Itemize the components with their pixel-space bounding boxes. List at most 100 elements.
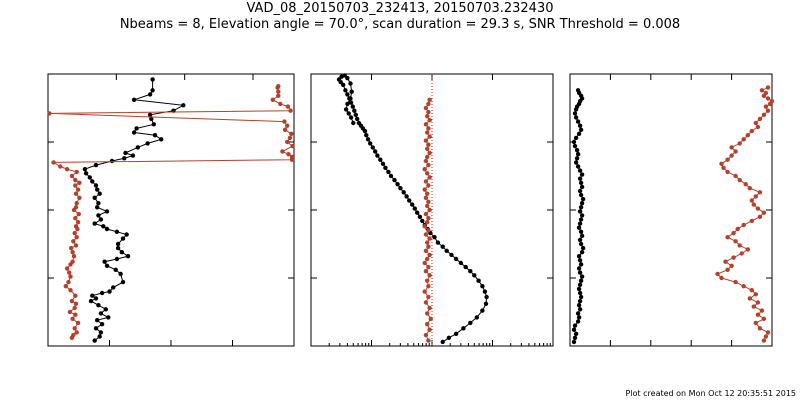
- data-point: [576, 266, 582, 271]
- data-point: [58, 164, 63, 169]
- data-point: [70, 316, 75, 321]
- data-point: [149, 116, 154, 122]
- data-point: [64, 167, 70, 172]
- data-point: [755, 312, 761, 317]
- data-point: [749, 128, 754, 134]
- data-point: [423, 300, 429, 305]
- data-point: [427, 252, 432, 258]
- data-point: [95, 205, 100, 210]
- data-point: [63, 284, 68, 289]
- data-point: [575, 164, 581, 169]
- data-point: [426, 162, 431, 168]
- data-point: [114, 256, 120, 262]
- data-point: [435, 240, 441, 245]
- data-point: [426, 199, 431, 204]
- data-point: [426, 228, 431, 233]
- data-point: [739, 251, 744, 256]
- data-point: [51, 160, 56, 165]
- data-point: [417, 214, 423, 219]
- data-point: [578, 205, 584, 210]
- data-point: [440, 339, 445, 345]
- data-point: [458, 260, 464, 266]
- data-point: [423, 232, 429, 237]
- data-point: [761, 338, 767, 343]
- data-point: [278, 101, 283, 107]
- data-point: [97, 334, 102, 339]
- data-point: [769, 99, 775, 104]
- data-point: [426, 294, 431, 300]
- data-point: [73, 301, 79, 306]
- data-point: [398, 186, 403, 191]
- data-point: [289, 131, 294, 136]
- data-point: [427, 150, 432, 156]
- data-point: [378, 157, 383, 162]
- data-point: [101, 224, 106, 229]
- data-point: [423, 269, 429, 274]
- data-point: [73, 293, 78, 298]
- data-point: [93, 326, 99, 331]
- data-point: [380, 161, 386, 166]
- data-point: [75, 187, 81, 192]
- data-point: [47, 111, 52, 116]
- data-point: [276, 84, 281, 89]
- data-point: [420, 218, 425, 224]
- data-point: [578, 294, 584, 300]
- data-point: [96, 201, 101, 206]
- data-point: [745, 133, 750, 138]
- data-point: [721, 165, 726, 170]
- data-point: [95, 318, 100, 323]
- data-point: [472, 273, 477, 278]
- data-point: [74, 201, 79, 206]
- data-point: [751, 304, 756, 309]
- data-point: [737, 243, 742, 248]
- data-point: [351, 120, 356, 126]
- data-point: [729, 153, 734, 158]
- data-point: [345, 92, 350, 97]
- data-point: [757, 116, 763, 122]
- data-point: [749, 288, 754, 293]
- data-point: [577, 188, 583, 194]
- data-point: [71, 332, 76, 338]
- data-point: [577, 298, 583, 304]
- data-point: [572, 143, 578, 149]
- data-point: [576, 286, 582, 292]
- data-point: [577, 270, 583, 275]
- data-point: [88, 298, 94, 304]
- data-point: [446, 335, 452, 340]
- data-point: [124, 232, 129, 237]
- data-point: [113, 267, 118, 272]
- data-point: [346, 111, 351, 116]
- data-point: [765, 96, 771, 101]
- data-point: [759, 308, 765, 313]
- data-point: [741, 284, 746, 289]
- data-point: [122, 156, 127, 161]
- data-point: [115, 241, 121, 247]
- data-point: [425, 240, 430, 245]
- data-point: [576, 303, 582, 308]
- data-point: [152, 133, 158, 138]
- data-point: [755, 300, 761, 305]
- data-point: [92, 221, 97, 226]
- data-point: [425, 278, 430, 283]
- data-point: [577, 307, 583, 312]
- data-point: [130, 153, 136, 158]
- data-point: [356, 120, 362, 126]
- data-point: [427, 207, 432, 213]
- data-point: [70, 259, 75, 264]
- data-point: [104, 226, 110, 232]
- data-point: [342, 73, 347, 78]
- data-point: [733, 173, 738, 179]
- plot-frame-3: [569, 73, 773, 347]
- data-point: [426, 183, 431, 188]
- data-point: [719, 275, 724, 281]
- data-point: [134, 126, 139, 131]
- data-point: [757, 190, 763, 195]
- data-point: [576, 315, 582, 320]
- data-point: [425, 146, 430, 151]
- data-point: [288, 108, 293, 113]
- data-point: [577, 290, 583, 296]
- series-line-1: [84, 79, 185, 341]
- data-point: [104, 263, 110, 268]
- data-point: [719, 161, 724, 166]
- data-point: [483, 301, 489, 306]
